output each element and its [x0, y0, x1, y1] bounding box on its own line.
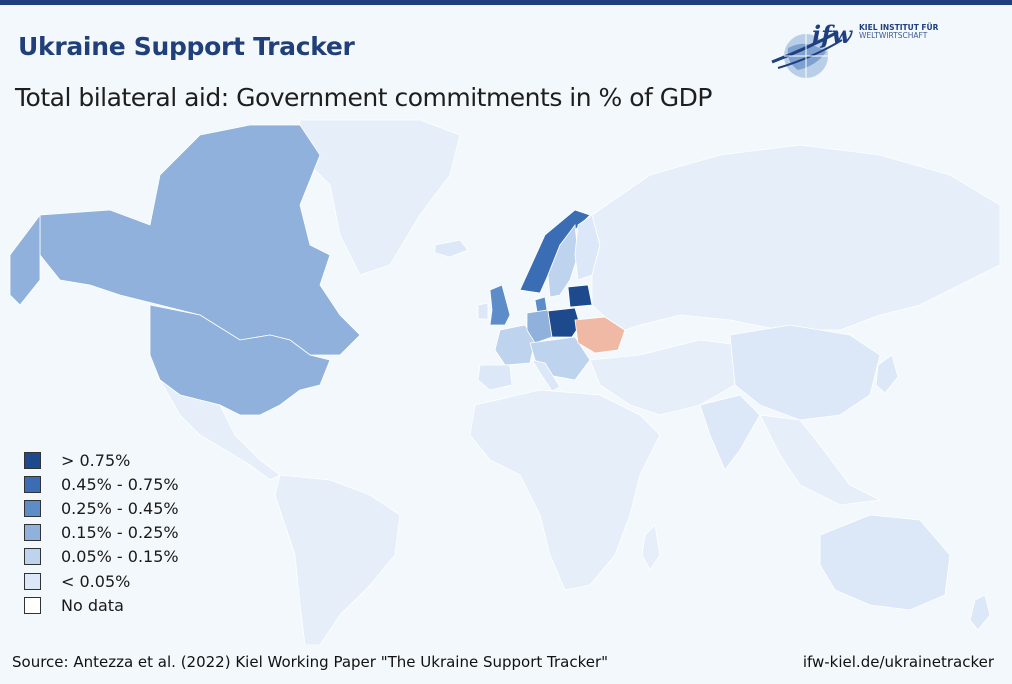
map-germany[interactable]	[526, 309, 553, 344]
legend-item: No data	[24, 593, 179, 617]
map-sweden[interactable]	[547, 223, 579, 298]
legend-label: 0.45% - 0.75%	[61, 474, 179, 494]
map-africa[interactable]	[469, 389, 661, 591]
legend-item: 0.05% - 0.15%	[24, 545, 179, 569]
legend-label: 0.25% - 0.45%	[61, 498, 179, 518]
map-canada[interactable]	[39, 124, 361, 356]
legend-label: 0.15% - 0.25%	[61, 523, 179, 543]
map-poland[interactable]	[547, 307, 581, 338]
ifw-logo-wordmark: ifw	[812, 20, 853, 49]
map-france[interactable]	[494, 324, 536, 366]
source-citation: Source: Antezza et al. (2022) Kiel Worki…	[12, 653, 609, 671]
map-southeast-asia[interactable]	[759, 414, 882, 506]
map-countries	[9, 119, 1001, 645]
map-russia[interactable]	[591, 144, 1001, 331]
tracker-link[interactable]: ifw-kiel.de/ukrainetracker	[802, 653, 994, 671]
legend-label: > 0.75%	[61, 450, 131, 470]
legend-item: 0.15% - 0.25%	[24, 521, 179, 545]
map-uk[interactable]	[489, 284, 511, 326]
map-greenland[interactable]	[299, 119, 461, 276]
ifw-globe-logo-icon	[771, 30, 843, 78]
legend-swatch	[24, 499, 41, 517]
legend-swatch	[24, 451, 41, 469]
map-legend: > 0.75% 0.45% - 0.75% 0.25% - 0.45% 0.15…	[24, 448, 179, 617]
map-madagascar[interactable]	[641, 524, 661, 571]
map-south-america[interactable]	[274, 474, 401, 645]
legend-label: 0.05% - 0.15%	[61, 547, 179, 567]
legend-item: 0.25% - 0.45%	[24, 496, 179, 520]
ifw-logo-org-name: KIEL INSTITUT FÜR WELTWIRTSCHAFT	[859, 24, 949, 40]
top-accent-bar	[0, 0, 1012, 5]
legend-item: 0.45% - 0.75%	[24, 472, 179, 496]
logo-org-line2: WELTWIRTSCHAFT	[859, 31, 928, 40]
map-iceland[interactable]	[434, 239, 469, 258]
legend-label: < 0.05%	[61, 571, 131, 591]
map-denmark[interactable]	[534, 296, 548, 313]
map-alaska[interactable]	[9, 213, 41, 306]
legend-label: No data	[61, 595, 124, 615]
legend-item: > 0.75%	[24, 448, 179, 472]
map-australia[interactable]	[819, 514, 951, 611]
logo-org-line1: KIEL INSTITUT FÜR	[859, 23, 939, 32]
map-china[interactable]	[729, 324, 881, 421]
world-map	[9, 119, 1001, 645]
page-title: Ukraine Support Tracker	[18, 32, 355, 61]
legend-swatch	[24, 524, 41, 542]
map-japan[interactable]	[875, 354, 899, 394]
map-ireland[interactable]	[477, 302, 489, 320]
legend-swatch	[24, 475, 41, 493]
map-new-zealand[interactable]	[969, 594, 991, 631]
map-iberia[interactable]	[477, 364, 513, 391]
page-subtitle: Total bilateral aid: Government commitme…	[15, 83, 712, 112]
legend-swatch	[24, 548, 41, 566]
map-middle-east[interactable]	[589, 339, 741, 416]
map-italy[interactable]	[531, 359, 561, 392]
legend-swatch	[24, 596, 41, 614]
legend-item: < 0.05%	[24, 569, 179, 593]
legend-swatch	[24, 572, 41, 590]
map-india[interactable]	[699, 394, 761, 471]
map-baltic-states[interactable]	[567, 284, 593, 308]
